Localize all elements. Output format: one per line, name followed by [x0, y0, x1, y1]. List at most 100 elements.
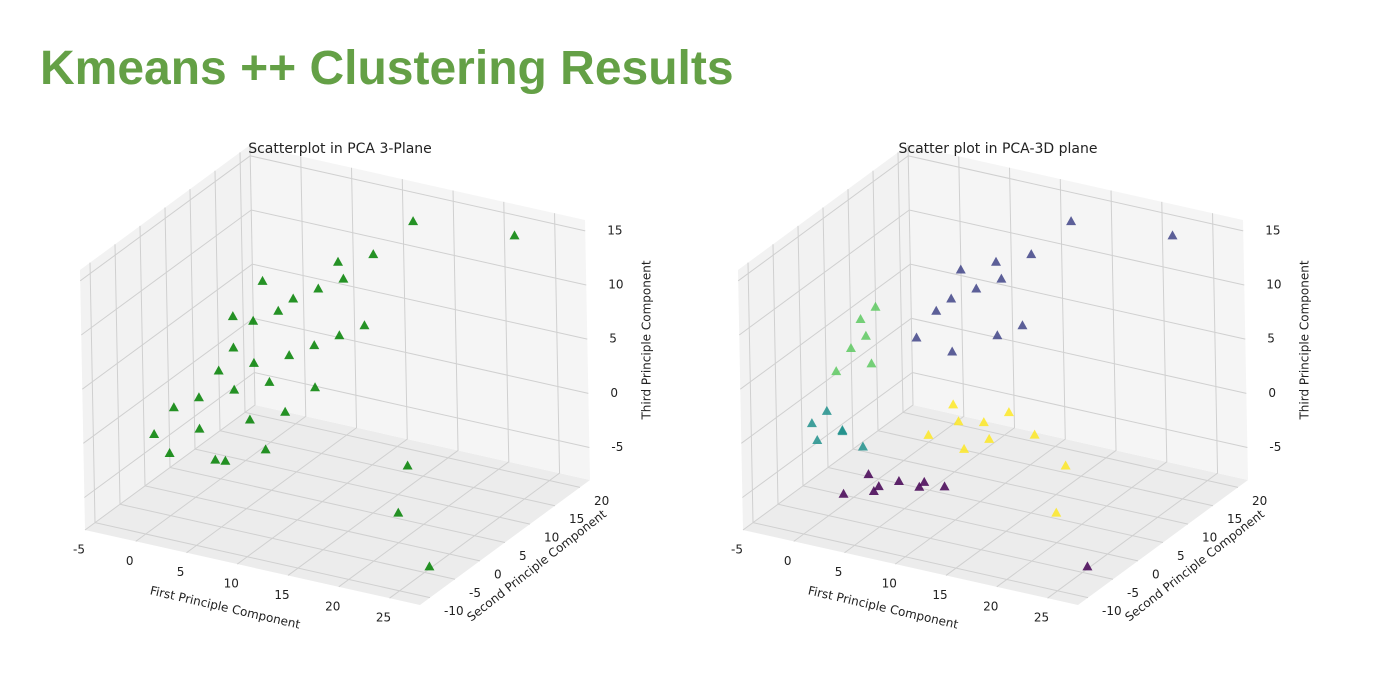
grid-line [389, 213, 561, 599]
x-tick-label: 25 [376, 611, 391, 625]
data-point [1167, 230, 1178, 240]
data-point [210, 454, 221, 464]
y-tick-label: 10 [1202, 531, 1217, 545]
data-point [866, 358, 877, 368]
z-tick-label: 15 [607, 223, 622, 237]
chart-title: Scatterplot in PCA 3-Plane [248, 141, 432, 157]
grid-line [894, 179, 1066, 565]
y-tick-label: 15 [1227, 512, 1242, 526]
grid-line [114, 244, 456, 580]
data-point [309, 340, 320, 350]
data-point [868, 485, 879, 495]
data-point [359, 320, 370, 330]
data-point [948, 399, 959, 409]
data-point [368, 249, 379, 259]
grid-line [189, 189, 531, 525]
data-point [288, 293, 299, 303]
grid-line [844, 167, 1016, 554]
data-point [860, 330, 871, 340]
data-point [164, 448, 175, 458]
data-point [946, 293, 957, 303]
x-tick-label: 0 [784, 554, 792, 568]
data-point [863, 469, 874, 479]
y-tick-label: 0 [1152, 567, 1160, 581]
grid-line [135, 156, 307, 542]
data-point [821, 405, 832, 415]
z-tick-label: 0 [1268, 386, 1276, 400]
grid-line [139, 225, 481, 562]
z-tick-label: 0 [610, 386, 618, 400]
data-point [1060, 460, 1071, 470]
data-point [845, 342, 856, 352]
data-point [248, 357, 259, 367]
data-point [194, 423, 205, 433]
data-point [978, 417, 989, 427]
data-point [213, 365, 224, 375]
data-point [284, 350, 295, 360]
z-tick-label: 5 [1267, 332, 1275, 346]
x-tick-label: 25 [1034, 611, 1049, 625]
x-tick-label: 10 [882, 577, 897, 591]
data-point [984, 433, 995, 443]
data-point [220, 455, 231, 465]
x-tick-label: 20 [325, 599, 340, 613]
data-point [959, 443, 970, 453]
data-point [838, 488, 849, 498]
x-tick-label: 10 [224, 577, 239, 591]
data-point [812, 434, 823, 444]
data-point [939, 481, 950, 491]
x-tick-label: 5 [835, 565, 843, 579]
data-point [229, 384, 240, 394]
data-point [1003, 407, 1014, 417]
data-point [923, 429, 934, 439]
grid-line [797, 225, 1139, 562]
y-tick-label: 5 [519, 549, 527, 563]
data-point [831, 366, 842, 376]
grid-line [81, 263, 588, 390]
grid-line [945, 190, 1117, 576]
grid-line [79, 155, 586, 282]
data-point [408, 216, 419, 226]
slide-title: Kmeans ++ Clustering Results [40, 42, 734, 95]
grid-line [737, 155, 1244, 282]
z-tick-label: -5 [1269, 440, 1281, 454]
grid-line [742, 371, 1248, 498]
x-tick-label: 15 [932, 588, 947, 602]
x-tick-label: 20 [983, 599, 998, 613]
data-point [911, 332, 922, 342]
y-tick-label: -5 [469, 586, 481, 600]
grid-line [186, 167, 358, 554]
z-tick-label: 10 [1266, 278, 1281, 292]
data-point [992, 330, 1003, 340]
data-point [947, 346, 958, 356]
y-tick-label: 10 [544, 531, 559, 545]
data-point [260, 444, 271, 454]
grid-line [84, 144, 256, 531]
y-tick-label: -10 [1102, 604, 1122, 618]
data-point [228, 342, 239, 352]
z-axis-label: Third Principle Component [1298, 260, 1312, 420]
data-point [919, 476, 930, 486]
data-point [273, 305, 284, 315]
data-point [333, 256, 344, 266]
data-point [893, 475, 904, 485]
grid-line [741, 317, 1247, 444]
grid-line [1047, 213, 1219, 599]
data-point [227, 311, 238, 321]
data-point [424, 561, 435, 571]
data-point [1051, 507, 1062, 517]
data-point [168, 402, 179, 412]
data-point [855, 313, 866, 323]
data-point [338, 273, 349, 283]
data-point [313, 283, 324, 293]
data-point [393, 507, 404, 517]
data-point [244, 414, 255, 424]
data-point [914, 481, 925, 491]
grid-line [872, 170, 1214, 507]
grid-line [338, 201, 510, 588]
data-point [806, 418, 817, 428]
grid-line [747, 262, 1089, 599]
data-point [837, 424, 848, 434]
grid-line [214, 170, 556, 507]
